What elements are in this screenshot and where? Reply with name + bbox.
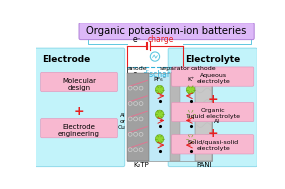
Text: Solid/quasi-solid
electrolyte: Solid/quasi-solid electrolyte [188, 140, 239, 151]
Bar [170, 73, 180, 161]
Text: PANI: PANI [196, 162, 211, 168]
Circle shape [186, 110, 195, 119]
FancyBboxPatch shape [172, 135, 254, 154]
Text: PF₆⁻: PF₆⁻ [153, 77, 166, 82]
Circle shape [186, 85, 195, 94]
FancyBboxPatch shape [35, 48, 125, 167]
Text: Al
or
Cu: Al or Cu [118, 113, 125, 130]
FancyBboxPatch shape [79, 23, 254, 40]
Text: Electrode
engineering: Electrode engineering [58, 124, 100, 137]
Circle shape [155, 85, 164, 94]
Text: +: + [74, 105, 84, 118]
Text: +: + [208, 127, 218, 140]
Text: charge: charge [148, 35, 174, 44]
Text: anode: anode [128, 66, 148, 71]
Text: cathode: cathode [191, 66, 217, 71]
Text: Electrolyte: Electrolyte [186, 55, 241, 64]
Text: Organic
liquid electrolyte: Organic liquid electrolyte [187, 108, 240, 119]
Text: Al: Al [214, 119, 220, 124]
Text: Molecular
design: Molecular design [62, 77, 96, 91]
Text: e⁻: e⁻ [133, 35, 141, 44]
Bar [127, 73, 149, 161]
FancyBboxPatch shape [41, 72, 117, 92]
Text: discharge: discharge [142, 70, 180, 79]
Text: K₂TP: K₂TP [133, 162, 149, 168]
Text: Electrode: Electrode [42, 55, 90, 64]
Text: +: + [208, 93, 218, 106]
Text: Organic potassium-ion batteries: Organic potassium-ion batteries [86, 26, 247, 36]
Bar [195, 73, 212, 161]
FancyBboxPatch shape [172, 67, 254, 86]
Bar [127, 73, 212, 161]
Text: separator: separator [160, 66, 190, 71]
FancyBboxPatch shape [41, 119, 117, 138]
Text: e⁻: e⁻ [133, 70, 141, 79]
FancyBboxPatch shape [168, 48, 257, 167]
Circle shape [155, 135, 164, 143]
Circle shape [155, 110, 164, 119]
Text: Aqueous
electrolyte: Aqueous electrolyte [196, 73, 230, 84]
Text: K⁺: K⁺ [187, 77, 194, 82]
FancyBboxPatch shape [172, 102, 254, 122]
Circle shape [186, 135, 195, 143]
